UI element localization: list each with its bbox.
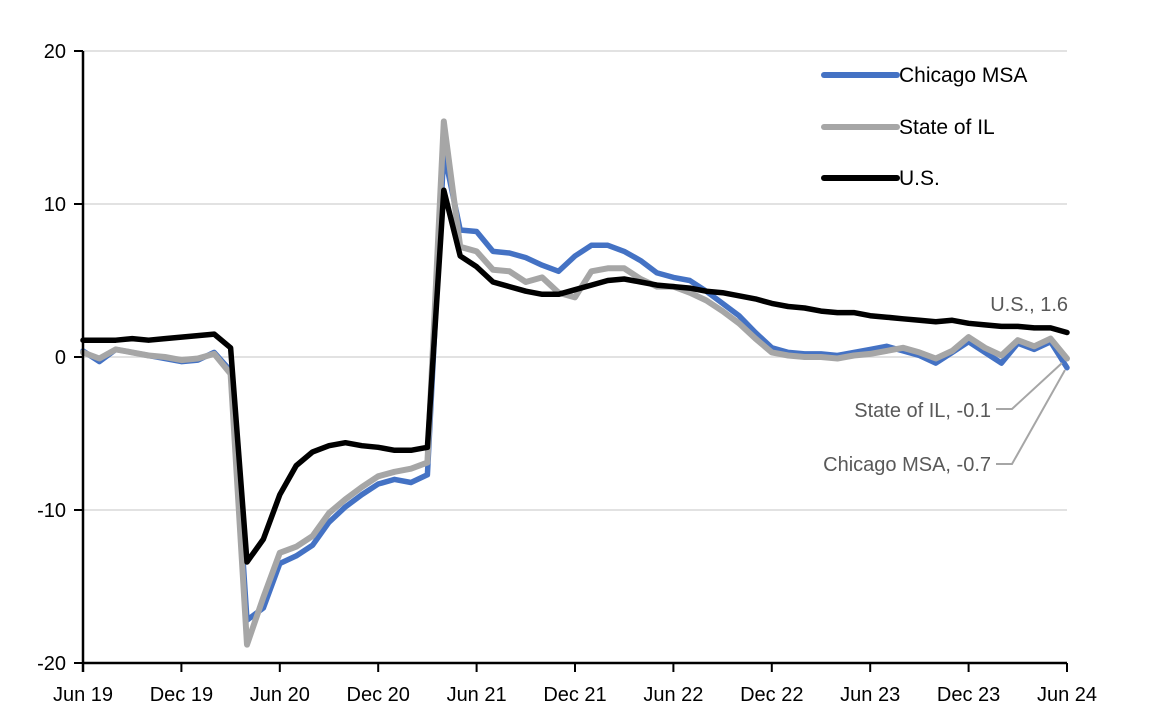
annotations: U.S., 1.6 State of IL, -0.1 Chicago MSA,… (823, 294, 1068, 476)
annotation-us: U.S., 1.6 (990, 294, 1068, 316)
x-tick-label: Jun 21 (447, 684, 507, 706)
x-tick-label: Jun 23 (840, 684, 900, 706)
x-tick-label: Dec 19 (150, 684, 213, 706)
legend-item-us: U.S. (821, 167, 940, 190)
annotation-state-of-il: State of IL, -0.1 (854, 400, 991, 422)
x-tick-label: Jun 20 (250, 684, 310, 706)
y-tick-label: 10 (44, 194, 66, 216)
series-layer (80, 118, 1070, 648)
x-tick-label: Jun 19 (53, 684, 113, 706)
y-tick-label: 0 (55, 347, 66, 369)
legend-item-chicago-msa: Chicago MSA (821, 64, 1027, 87)
series-line-u-s- (80, 187, 1070, 565)
legend-label-chicago-msa: Chicago MSA (899, 64, 1027, 87)
legend-item-state-of-il: State of IL (821, 116, 995, 139)
x-tick-label: Dec 20 (347, 684, 410, 706)
legend: Chicago MSA State of IL U.S. (821, 64, 1027, 190)
x-tick-label: Jun 24 (1037, 684, 1097, 706)
annotation-leader-line-il (996, 362, 1063, 410)
legend-label-us: U.S. (899, 167, 940, 190)
x-tick-label: Jun 22 (643, 684, 703, 706)
tick-labels-layer: 20 10 0 -10 -20 Jun 19 Dec 19 Jun 20 Dec 20 Jun 2… (37, 41, 1097, 706)
x-tick-label: Dec 21 (543, 684, 606, 706)
gridlines-layer (83, 50, 1067, 511)
y-tick-label: 20 (44, 41, 66, 63)
y-tick-label: -10 (37, 500, 66, 522)
axes-layer (74, 50, 1068, 672)
series-line-state-of-il (80, 118, 1070, 648)
y-tick-label: -20 (37, 653, 66, 675)
legend-label-state-of-il: State of IL (899, 116, 995, 139)
annotation-chicago-msa: Chicago MSA, -0.7 (823, 454, 991, 476)
x-tick-label: Dec 23 (937, 684, 1000, 706)
annotation-leader-line-chicago-msa (996, 369, 1066, 465)
x-tick-label: Dec 22 (740, 684, 803, 706)
